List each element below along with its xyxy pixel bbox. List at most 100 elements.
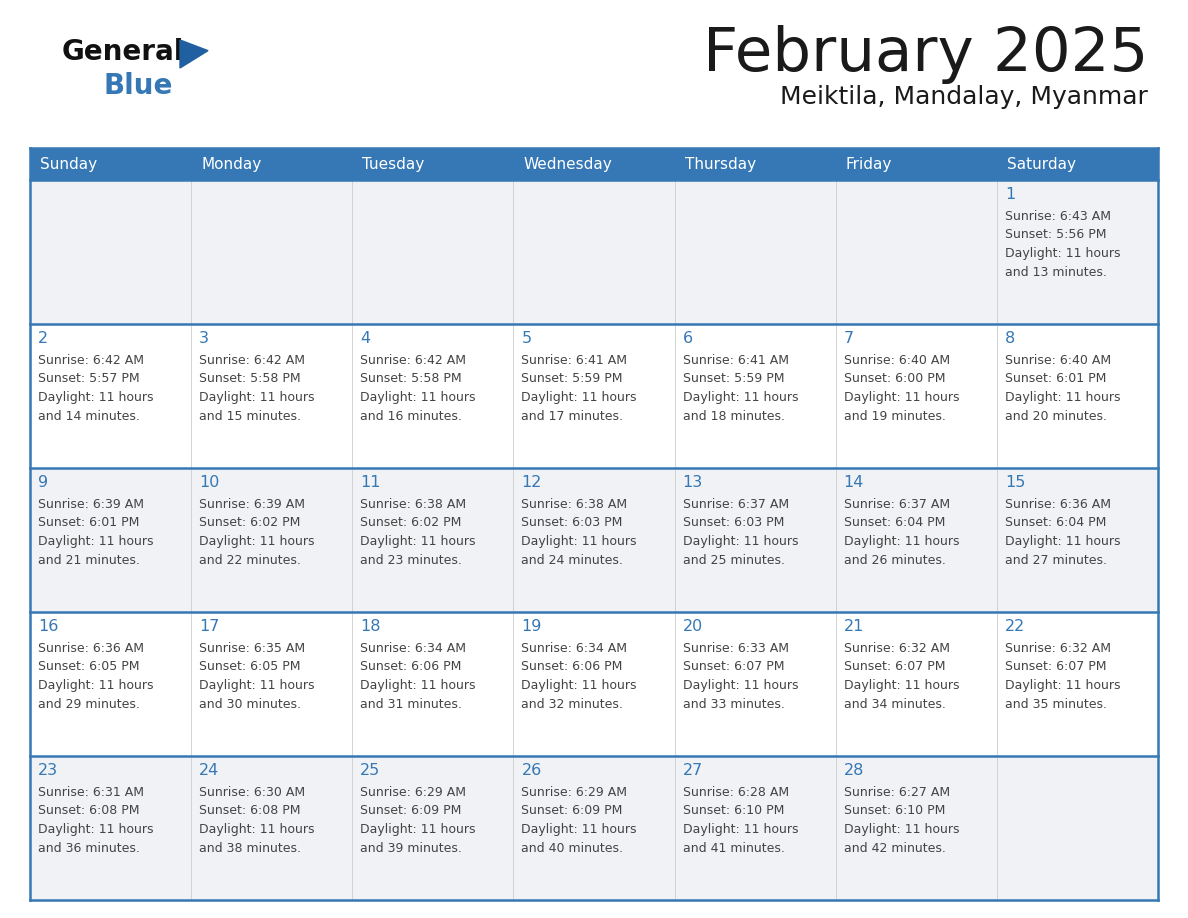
Text: 28: 28 xyxy=(843,763,864,778)
Text: Sunset: 6:10 PM: Sunset: 6:10 PM xyxy=(683,804,784,818)
Bar xyxy=(30,612,191,756)
Bar xyxy=(353,756,513,900)
Text: Sunrise: 6:40 AM: Sunrise: 6:40 AM xyxy=(843,354,950,367)
Bar xyxy=(997,324,1158,468)
Text: Sunrise: 6:40 AM: Sunrise: 6:40 AM xyxy=(1005,354,1111,367)
Text: Daylight: 11 hours: Daylight: 11 hours xyxy=(683,679,798,692)
Text: Sunset: 5:59 PM: Sunset: 5:59 PM xyxy=(522,373,623,386)
Bar xyxy=(191,468,353,612)
Bar xyxy=(835,148,997,180)
Text: Daylight: 11 hours: Daylight: 11 hours xyxy=(360,391,475,404)
Bar xyxy=(997,468,1158,612)
Text: 23: 23 xyxy=(38,763,58,778)
Bar xyxy=(191,612,353,756)
Text: Sunrise: 6:30 AM: Sunrise: 6:30 AM xyxy=(200,786,305,799)
Bar xyxy=(835,324,997,468)
Text: February 2025: February 2025 xyxy=(702,25,1148,84)
Text: 17: 17 xyxy=(200,619,220,634)
Text: Daylight: 11 hours: Daylight: 11 hours xyxy=(843,535,959,548)
Text: 7: 7 xyxy=(843,331,854,346)
Text: Sunset: 5:56 PM: Sunset: 5:56 PM xyxy=(1005,229,1106,241)
Text: Saturday: Saturday xyxy=(1007,156,1076,172)
Text: Sunset: 6:09 PM: Sunset: 6:09 PM xyxy=(522,804,623,818)
Text: and 25 minutes.: and 25 minutes. xyxy=(683,554,784,566)
Text: Sunset: 6:03 PM: Sunset: 6:03 PM xyxy=(522,517,623,530)
Text: 10: 10 xyxy=(200,475,220,490)
Text: Sunrise: 6:37 AM: Sunrise: 6:37 AM xyxy=(683,498,789,511)
Text: Sunset: 6:05 PM: Sunset: 6:05 PM xyxy=(38,660,139,674)
Text: and 39 minutes.: and 39 minutes. xyxy=(360,842,462,855)
Text: and 22 minutes.: and 22 minutes. xyxy=(200,554,301,566)
Text: 9: 9 xyxy=(38,475,49,490)
Text: Sunrise: 6:41 AM: Sunrise: 6:41 AM xyxy=(683,354,789,367)
Bar xyxy=(191,756,353,900)
Text: Sunset: 6:02 PM: Sunset: 6:02 PM xyxy=(360,517,462,530)
Text: Daylight: 11 hours: Daylight: 11 hours xyxy=(200,823,315,836)
Text: Monday: Monday xyxy=(201,156,261,172)
Text: and 19 minutes.: and 19 minutes. xyxy=(843,409,946,422)
Bar xyxy=(675,468,835,612)
Text: Sunrise: 6:27 AM: Sunrise: 6:27 AM xyxy=(843,786,950,799)
Text: 12: 12 xyxy=(522,475,542,490)
Bar xyxy=(835,756,997,900)
Text: Wednesday: Wednesday xyxy=(524,156,612,172)
Text: 1: 1 xyxy=(1005,187,1015,202)
Bar xyxy=(191,180,353,324)
Bar xyxy=(675,756,835,900)
Text: and 38 minutes.: and 38 minutes. xyxy=(200,842,301,855)
Text: Tuesday: Tuesday xyxy=(362,156,424,172)
Text: 5: 5 xyxy=(522,331,531,346)
Text: and 13 minutes.: and 13 minutes. xyxy=(1005,265,1107,278)
Text: Sunrise: 6:28 AM: Sunrise: 6:28 AM xyxy=(683,786,789,799)
Text: Sunset: 6:03 PM: Sunset: 6:03 PM xyxy=(683,517,784,530)
Text: Sunset: 5:57 PM: Sunset: 5:57 PM xyxy=(38,373,140,386)
Text: Sunrise: 6:36 AM: Sunrise: 6:36 AM xyxy=(38,642,144,655)
Bar xyxy=(353,612,513,756)
Text: 16: 16 xyxy=(38,619,58,634)
Bar xyxy=(30,180,191,324)
Text: Sunrise: 6:41 AM: Sunrise: 6:41 AM xyxy=(522,354,627,367)
Text: Daylight: 11 hours: Daylight: 11 hours xyxy=(360,823,475,836)
Text: and 24 minutes.: and 24 minutes. xyxy=(522,554,624,566)
Text: 22: 22 xyxy=(1005,619,1025,634)
Text: 8: 8 xyxy=(1005,331,1015,346)
Bar xyxy=(513,756,675,900)
Text: 4: 4 xyxy=(360,331,371,346)
Text: 24: 24 xyxy=(200,763,220,778)
Text: Sunset: 6:04 PM: Sunset: 6:04 PM xyxy=(843,517,946,530)
Text: and 17 minutes.: and 17 minutes. xyxy=(522,409,624,422)
Bar xyxy=(513,324,675,468)
Text: Daylight: 11 hours: Daylight: 11 hours xyxy=(38,391,153,404)
Text: 15: 15 xyxy=(1005,475,1025,490)
Text: Sunrise: 6:38 AM: Sunrise: 6:38 AM xyxy=(360,498,467,511)
Text: Daylight: 11 hours: Daylight: 11 hours xyxy=(683,391,798,404)
Text: 13: 13 xyxy=(683,475,703,490)
Bar xyxy=(191,324,353,468)
Text: Daylight: 11 hours: Daylight: 11 hours xyxy=(38,679,153,692)
Text: Sunrise: 6:36 AM: Sunrise: 6:36 AM xyxy=(1005,498,1111,511)
Text: Sunset: 5:59 PM: Sunset: 5:59 PM xyxy=(683,373,784,386)
Bar xyxy=(675,324,835,468)
Text: Sunrise: 6:31 AM: Sunrise: 6:31 AM xyxy=(38,786,144,799)
Text: and 27 minutes.: and 27 minutes. xyxy=(1005,554,1107,566)
Text: Sunrise: 6:32 AM: Sunrise: 6:32 AM xyxy=(843,642,949,655)
Text: 18: 18 xyxy=(360,619,381,634)
Text: Blue: Blue xyxy=(105,72,173,100)
Text: Friday: Friday xyxy=(846,156,892,172)
Text: 3: 3 xyxy=(200,331,209,346)
Bar xyxy=(353,324,513,468)
Bar xyxy=(997,180,1158,324)
Text: Daylight: 11 hours: Daylight: 11 hours xyxy=(360,535,475,548)
Text: Sunset: 6:07 PM: Sunset: 6:07 PM xyxy=(683,660,784,674)
Text: Daylight: 11 hours: Daylight: 11 hours xyxy=(200,535,315,548)
Text: Daylight: 11 hours: Daylight: 11 hours xyxy=(38,535,153,548)
Bar xyxy=(30,468,191,612)
Text: and 41 minutes.: and 41 minutes. xyxy=(683,842,784,855)
Text: and 29 minutes.: and 29 minutes. xyxy=(38,698,140,711)
Text: and 16 minutes.: and 16 minutes. xyxy=(360,409,462,422)
Text: and 33 minutes.: and 33 minutes. xyxy=(683,698,784,711)
Text: Sunrise: 6:33 AM: Sunrise: 6:33 AM xyxy=(683,642,789,655)
Bar xyxy=(997,148,1158,180)
Bar xyxy=(835,612,997,756)
Text: Sunset: 6:00 PM: Sunset: 6:00 PM xyxy=(843,373,946,386)
